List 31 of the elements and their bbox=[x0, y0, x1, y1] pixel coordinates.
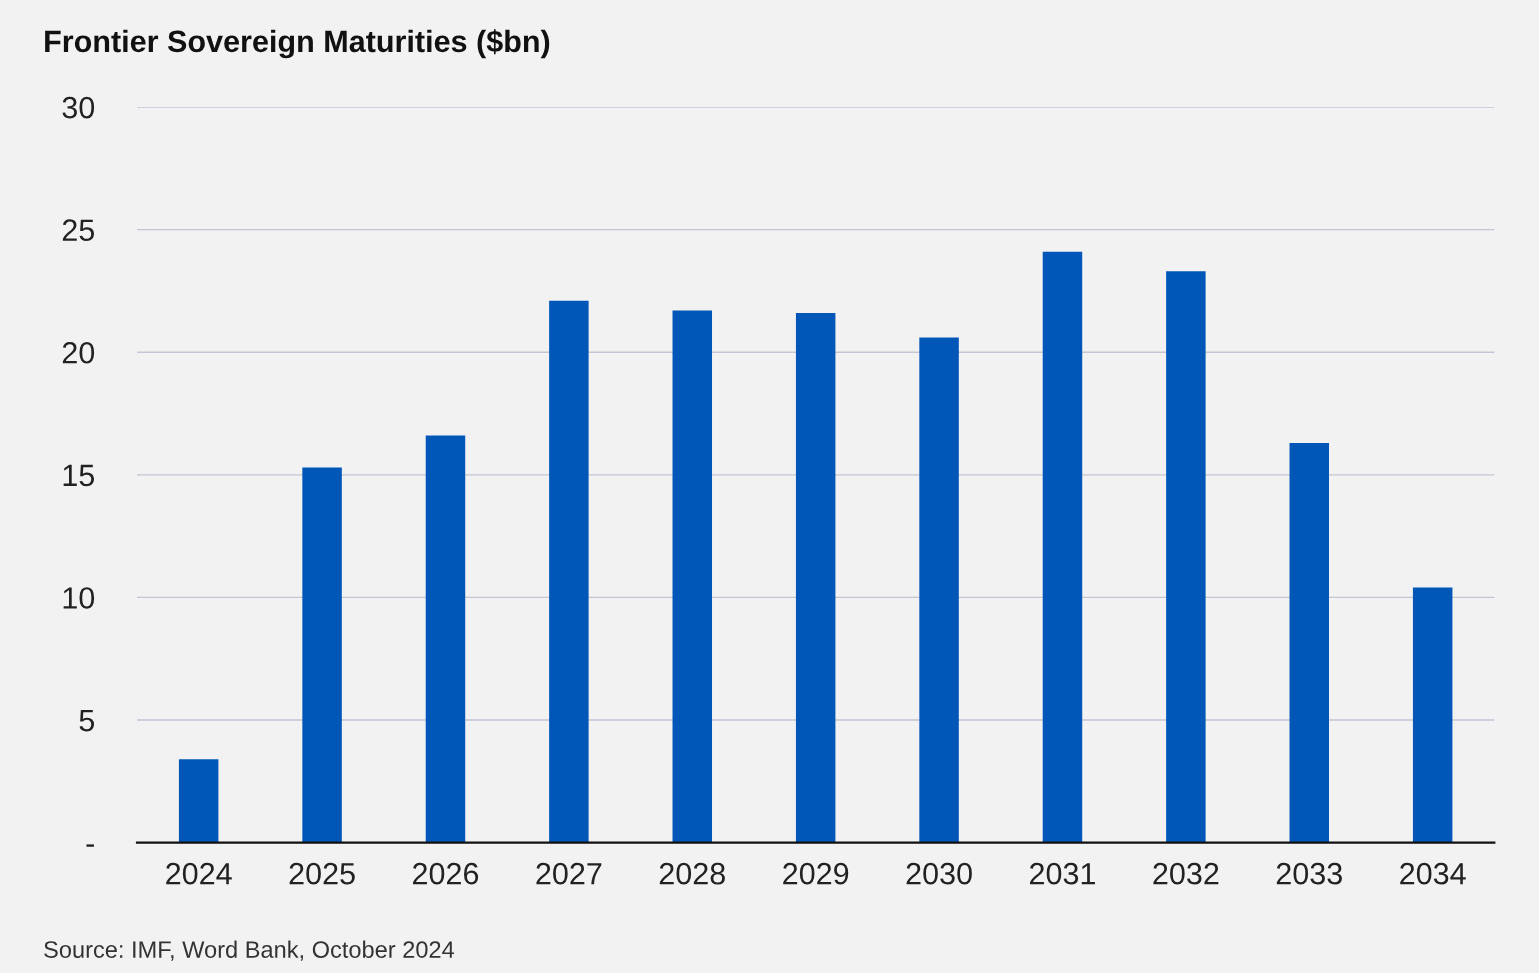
y-tick-label: 15 bbox=[63, 464, 95, 487]
x-tick-label: 2026 bbox=[413, 862, 479, 885]
x-tick-label: 2029 bbox=[783, 862, 849, 885]
source-note: Source: IMF, Word Bank, October 2024 bbox=[44, 940, 455, 961]
x-tick-label: 2025 bbox=[289, 862, 355, 885]
y-tick-label: 25 bbox=[62, 219, 95, 241]
bar bbox=[549, 300, 589, 843]
chart-title: Frontier Sovereign Maturities ($bn) bbox=[45, 29, 550, 59]
bar bbox=[1289, 442, 1330, 843]
x-tick-label: 2028 bbox=[659, 862, 725, 885]
y-tick-label: 30 bbox=[62, 96, 95, 119]
y-tick-label: 20 bbox=[62, 341, 95, 364]
bar bbox=[425, 435, 466, 843]
x-tick-label: 2031 bbox=[1030, 862, 1095, 885]
x-tick-label: 2032 bbox=[1153, 862, 1219, 885]
x-tick-label: 2030 bbox=[906, 862, 972, 885]
y-tick-label: 5 bbox=[79, 710, 95, 732]
bar bbox=[919, 337, 959, 843]
x-tick-label: 2033 bbox=[1276, 862, 1342, 885]
x-tick-label: 2034 bbox=[1400, 862, 1466, 885]
bar bbox=[1166, 271, 1206, 843]
bar bbox=[178, 759, 219, 843]
bar bbox=[1042, 251, 1083, 843]
bar bbox=[795, 312, 836, 843]
bar bbox=[302, 467, 342, 843]
x-tick-label: 2024 bbox=[166, 862, 232, 885]
y-tick-label: - bbox=[86, 844, 94, 847]
x-tick-label: 2027 bbox=[536, 862, 602, 885]
bar bbox=[672, 310, 713, 843]
y-tick-label: 10 bbox=[63, 587, 95, 609]
bar bbox=[1412, 587, 1453, 843]
